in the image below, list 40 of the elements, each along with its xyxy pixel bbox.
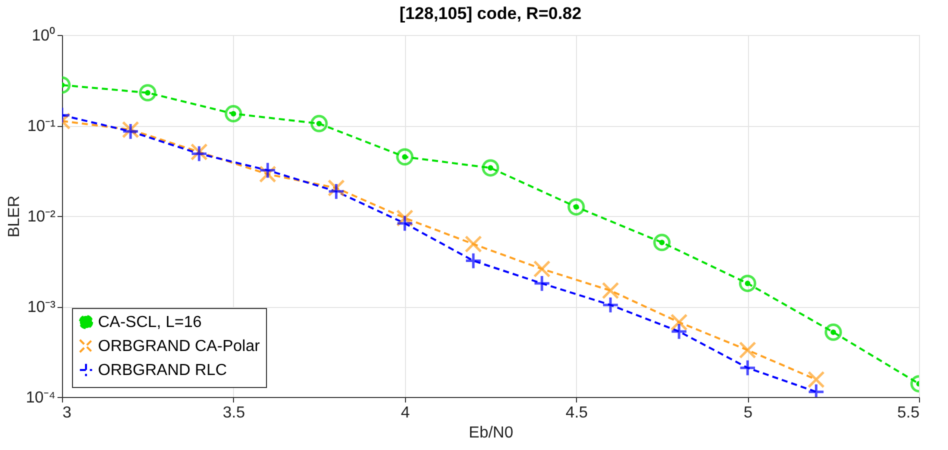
point — [464, 235, 482, 253]
point — [670, 314, 688, 331]
point — [568, 198, 585, 216]
point — [224, 105, 242, 122]
chart-title: [128,105] code, R=0.82 — [400, 4, 582, 23]
x-tick-label: 4.5 — [566, 404, 588, 422]
point — [464, 252, 482, 270]
y-tick-label: 10⁻⁴ — [26, 390, 56, 406]
y-tick-label: 10⁻² — [27, 208, 56, 226]
point — [602, 282, 620, 300]
y-tick-label: 10⁻³ — [27, 299, 56, 316]
point — [602, 296, 620, 314]
point — [482, 159, 500, 177]
y-tick-label: 10⁰ — [32, 26, 56, 44]
point — [670, 322, 688, 340]
point — [139, 84, 156, 102]
point — [396, 148, 414, 166]
point — [328, 182, 345, 200]
point — [310, 114, 328, 132]
y-axis-title: BLER — [6, 196, 23, 238]
legend-label: CA-SCL, L=16 — [98, 314, 202, 331]
x-tick-label: 3.5 — [222, 404, 246, 422]
point — [807, 370, 825, 388]
point — [738, 274, 756, 292]
y-tick-label: 10⁻¹ — [27, 118, 56, 135]
point — [533, 260, 551, 278]
legend-label: ORBGRAND CA-Polar — [98, 338, 260, 355]
legend-label: ORBGRAND RLC — [98, 362, 227, 379]
point — [824, 324, 842, 341]
x-axis-title: Eb/N0 — [468, 424, 514, 442]
point — [738, 341, 756, 359]
x-tick-label: 3 — [62, 404, 72, 422]
x-tick-label: 4 — [400, 404, 410, 422]
point — [533, 274, 551, 292]
point — [259, 162, 276, 179]
x-tick-label: 5.5 — [897, 404, 920, 422]
point — [738, 359, 756, 377]
x-tick-label: 5 — [744, 404, 753, 422]
point — [653, 234, 671, 252]
point — [396, 214, 414, 232]
